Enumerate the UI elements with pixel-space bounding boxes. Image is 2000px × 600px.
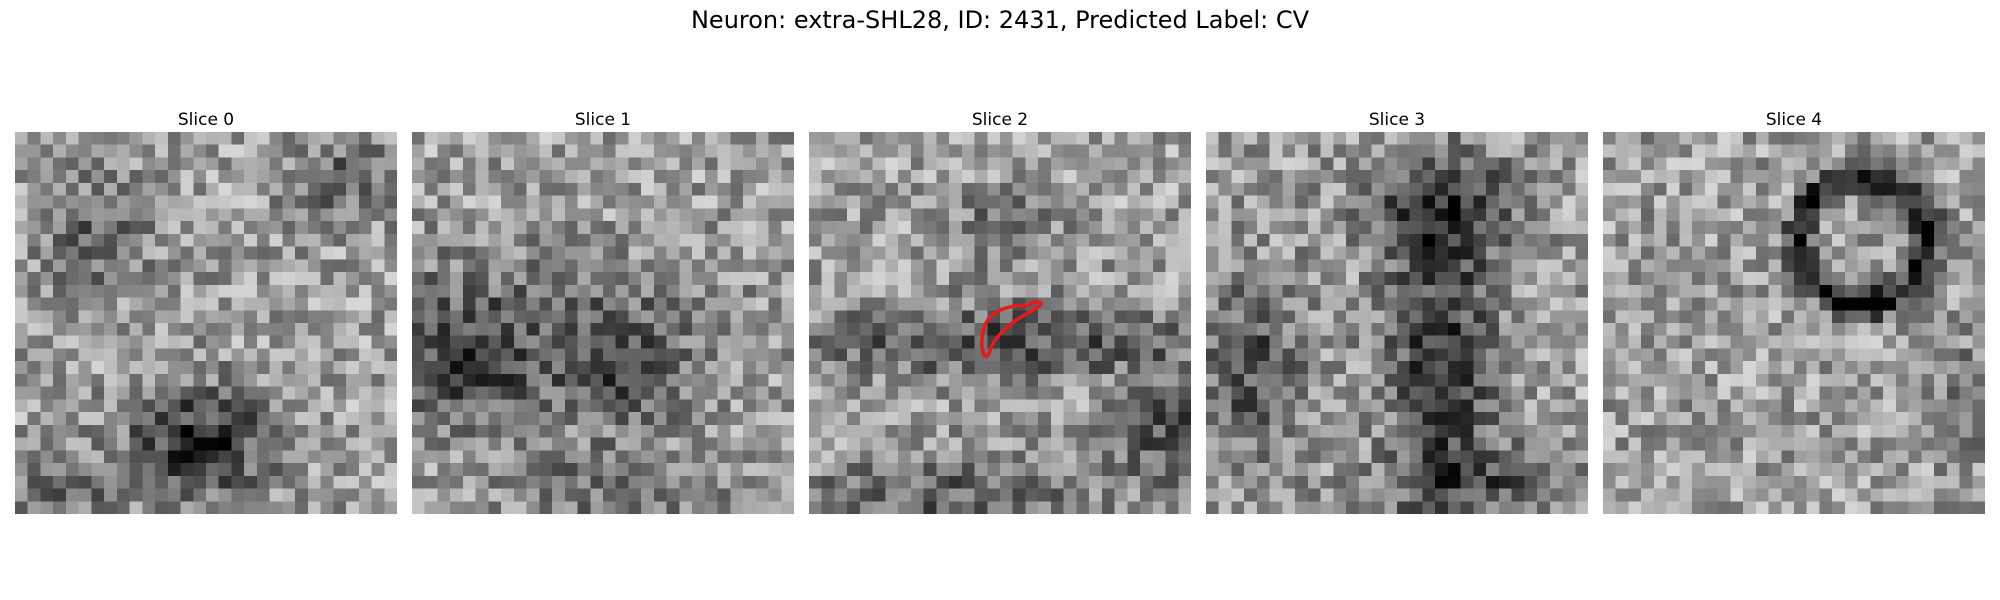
segmentation-contour bbox=[980, 300, 1043, 359]
slice-panel-0: Slice 0 bbox=[15, 108, 397, 514]
slice-title-1: Slice 1 bbox=[574, 110, 632, 130]
figure-title: Neuron: extra-SHL28, ID: 2431, Predicted… bbox=[690, 6, 1310, 34]
slice-image-1 bbox=[412, 132, 794, 514]
slice-panel-4: Slice 4 bbox=[1603, 108, 1985, 514]
slice-image-3 bbox=[1206, 132, 1588, 514]
slice-title-2: Slice 2 bbox=[971, 110, 1029, 130]
slice-panel-1: Slice 1 bbox=[412, 108, 794, 514]
slice-panel-2: Slice 2 bbox=[809, 108, 1191, 514]
slice-title-3: Slice 3 bbox=[1368, 110, 1426, 130]
slice-title-0: Slice 0 bbox=[177, 110, 235, 130]
slice-image-0 bbox=[15, 132, 397, 514]
slice-image-4 bbox=[1603, 132, 1985, 514]
slice-panel-3: Slice 3 bbox=[1206, 108, 1588, 514]
slice-image-2 bbox=[809, 132, 1191, 514]
slice-title-4: Slice 4 bbox=[1765, 110, 1823, 130]
